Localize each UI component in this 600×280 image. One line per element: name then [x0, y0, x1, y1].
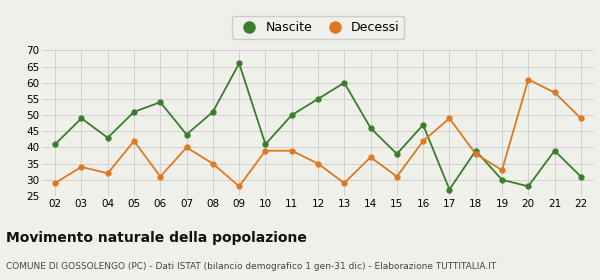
Decessi [341, 181, 348, 185]
Decessi [52, 181, 59, 185]
Nascite [209, 110, 217, 114]
Nascite [314, 97, 322, 101]
Nascite [524, 185, 532, 188]
Nascite [288, 113, 295, 117]
Decessi [157, 175, 164, 178]
Decessi [499, 169, 506, 172]
Decessi [472, 152, 479, 156]
Line: Nascite: Nascite [53, 61, 583, 192]
Nascite [78, 117, 85, 120]
Decessi [183, 146, 190, 149]
Decessi [367, 155, 374, 159]
Nascite [52, 143, 59, 146]
Text: COMUNE DI GOSSOLENGO (PC) - Dati ISTAT (bilancio demografico 1 gen-31 dic) - Ela: COMUNE DI GOSSOLENGO (PC) - Dati ISTAT (… [6, 262, 496, 271]
Decessi [236, 185, 243, 188]
Nascite [183, 133, 190, 136]
Nascite [157, 101, 164, 104]
Decessi [262, 149, 269, 152]
Decessi [524, 78, 532, 81]
Decessi [130, 139, 137, 143]
Nascite [104, 136, 112, 139]
Nascite [236, 62, 243, 65]
Nascite [499, 178, 506, 181]
Decessi [314, 162, 322, 165]
Decessi [104, 172, 112, 175]
Nascite [472, 149, 479, 152]
Nascite [367, 126, 374, 130]
Nascite [341, 81, 348, 85]
Line: Decessi: Decessi [53, 77, 583, 189]
Decessi [419, 139, 427, 143]
Text: Movimento naturale della popolazione: Movimento naturale della popolazione [6, 231, 307, 245]
Decessi [551, 91, 558, 94]
Nascite [393, 152, 400, 156]
Nascite [577, 175, 584, 178]
Nascite [262, 143, 269, 146]
Legend: Nascite, Decessi: Nascite, Decessi [232, 16, 404, 39]
Decessi [209, 162, 217, 165]
Nascite [419, 123, 427, 127]
Nascite [551, 149, 558, 152]
Decessi [288, 149, 295, 152]
Decessi [393, 175, 400, 178]
Decessi [78, 165, 85, 169]
Decessi [446, 117, 453, 120]
Decessi [577, 117, 584, 120]
Nascite [446, 188, 453, 191]
Nascite [130, 110, 137, 114]
